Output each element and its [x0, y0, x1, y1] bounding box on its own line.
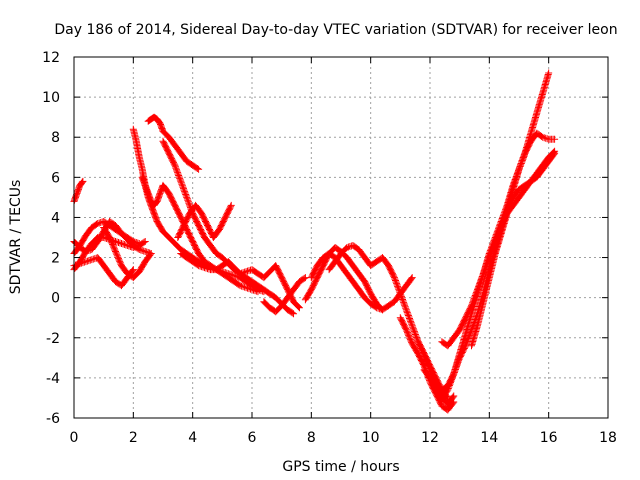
y-tick-label: 4 [51, 210, 60, 226]
series-track-6 [100, 224, 155, 282]
x-tick-label: 14 [480, 430, 498, 446]
series-track-15 [307, 250, 416, 314]
y-tick-label: 6 [51, 170, 60, 186]
plot-frame [73, 56, 609, 419]
x-tick-label: 8 [307, 430, 316, 446]
y-tick-label: -4 [46, 371, 60, 387]
data-markers [70, 69, 559, 414]
y-axis-title: SDTVAR / TECUs [8, 180, 24, 295]
series-markers [144, 113, 203, 173]
x-tick-label: 6 [248, 430, 257, 446]
grid-lines [74, 57, 608, 418]
y-tick-label: 0 [51, 291, 60, 307]
series-markers [468, 149, 559, 350]
y-tick-label: -2 [46, 331, 60, 347]
series-track-8 [144, 113, 203, 173]
series-markers [70, 177, 87, 205]
tick-marks [73, 56, 609, 419]
series-track-19 [420, 69, 553, 394]
series-markers [420, 69, 553, 394]
x-tick-label: 16 [540, 430, 558, 446]
y-tick-label: 12 [42, 50, 60, 66]
y-tick-label: 2 [51, 251, 60, 267]
x-tick-label: 18 [599, 430, 617, 446]
y-tick-labels: -6 -4 -2 0 2 4 6 8 10 12 [42, 50, 60, 427]
y-tick-label: 10 [42, 90, 60, 106]
x-axis-title: GPS time / hours [282, 459, 399, 475]
series-track-1 [70, 177, 87, 205]
x-tick-labels: 0 2 4 6 8 10 12 14 16 18 [70, 430, 617, 446]
x-tick-label: 12 [421, 430, 439, 446]
x-tick-label: 10 [362, 430, 380, 446]
series-track-22 [468, 149, 559, 350]
series-track-11 [174, 201, 235, 241]
series-markers [100, 224, 155, 282]
x-tick-label: 2 [129, 430, 138, 446]
series-track-10 [159, 137, 298, 318]
chart-title: Day 186 of 2014, Sidereal Day-to-day VTE… [54, 22, 617, 38]
y-tick-label: 8 [51, 130, 60, 146]
series-markers [174, 201, 235, 241]
series-markers [159, 137, 298, 318]
series-track-13 [260, 274, 309, 316]
y-tick-label: -6 [46, 411, 60, 427]
series-markers [307, 250, 416, 314]
x-tick-label: 4 [188, 430, 197, 446]
x-tick-label: 0 [70, 430, 79, 446]
series-markers [260, 274, 309, 316]
